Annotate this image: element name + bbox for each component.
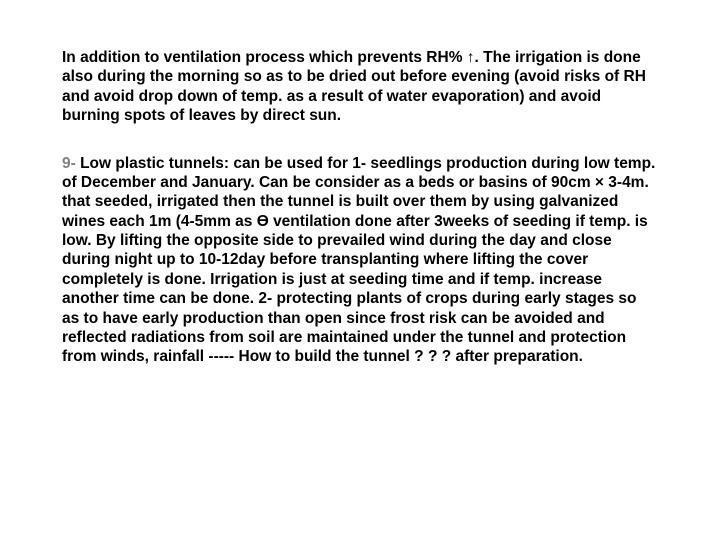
paragraph-1: In addition to ventilation process which… <box>62 48 658 126</box>
section-number: 9- <box>62 155 80 172</box>
paragraph-1-text: In addition to ventilation process which… <box>62 49 646 124</box>
paragraph-2: 9- Low plastic tunnels: can be used for … <box>62 154 658 367</box>
paragraph-2-text: Low plastic tunnels: can be used for 1- … <box>62 155 655 366</box>
